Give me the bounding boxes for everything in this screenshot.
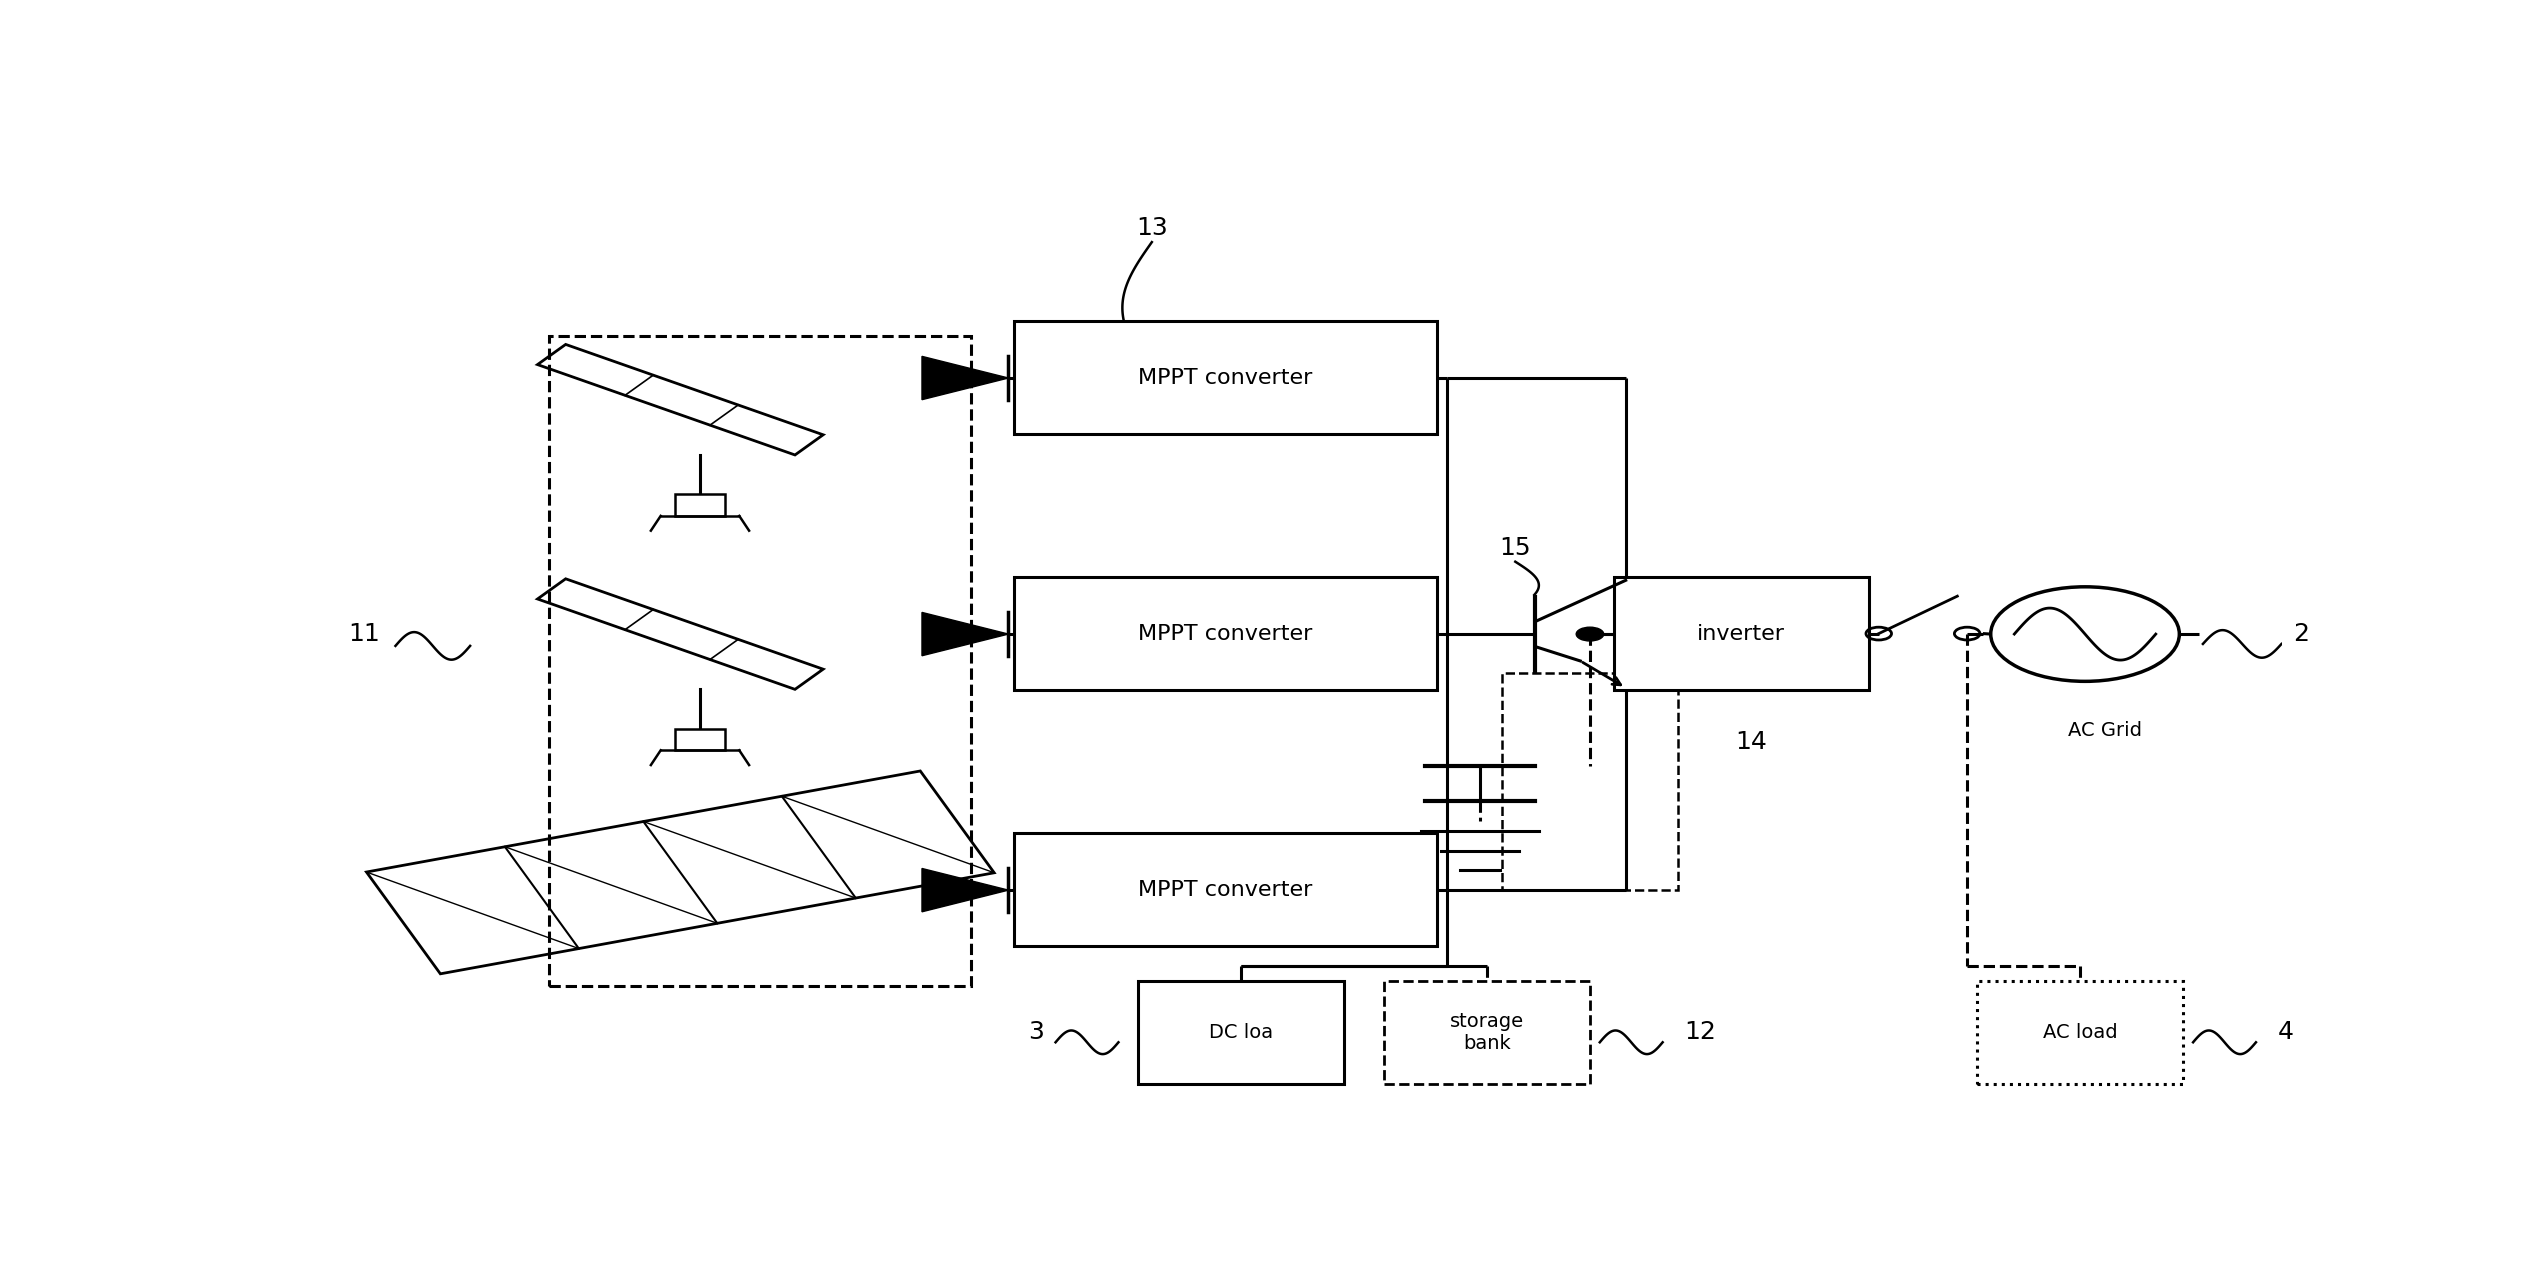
Text: 11: 11 — [347, 622, 380, 646]
FancyBboxPatch shape — [1014, 321, 1437, 434]
Text: MPPT converter: MPPT converter — [1138, 367, 1313, 388]
Text: AC load: AC load — [2043, 1023, 2117, 1042]
FancyBboxPatch shape — [674, 494, 725, 515]
Text: AC Grid: AC Grid — [2069, 721, 2142, 739]
FancyBboxPatch shape — [674, 729, 725, 751]
Text: MPPT converter: MPPT converter — [1138, 624, 1313, 643]
Text: 15: 15 — [1501, 536, 1531, 560]
Text: 13: 13 — [1136, 216, 1169, 240]
Text: 2: 2 — [2294, 622, 2309, 646]
Circle shape — [1577, 627, 1605, 641]
FancyBboxPatch shape — [1014, 577, 1437, 691]
Text: 12: 12 — [1683, 1021, 1716, 1045]
Polygon shape — [923, 613, 1009, 656]
Polygon shape — [923, 868, 1009, 912]
Polygon shape — [923, 357, 1009, 399]
Text: 14: 14 — [1734, 729, 1767, 753]
Text: inverter: inverter — [1698, 624, 1785, 643]
FancyBboxPatch shape — [1014, 833, 1437, 946]
Text: MPPT converter: MPPT converter — [1138, 880, 1313, 899]
FancyBboxPatch shape — [1977, 981, 2183, 1085]
Text: storage
bank: storage bank — [1450, 1012, 1524, 1053]
Text: 3: 3 — [1027, 1021, 1044, 1045]
Text: 4: 4 — [2276, 1021, 2294, 1045]
FancyBboxPatch shape — [1615, 577, 1868, 691]
FancyBboxPatch shape — [1138, 981, 1344, 1085]
Text: DC loa: DC loa — [1209, 1023, 1273, 1042]
FancyBboxPatch shape — [1384, 981, 1589, 1085]
